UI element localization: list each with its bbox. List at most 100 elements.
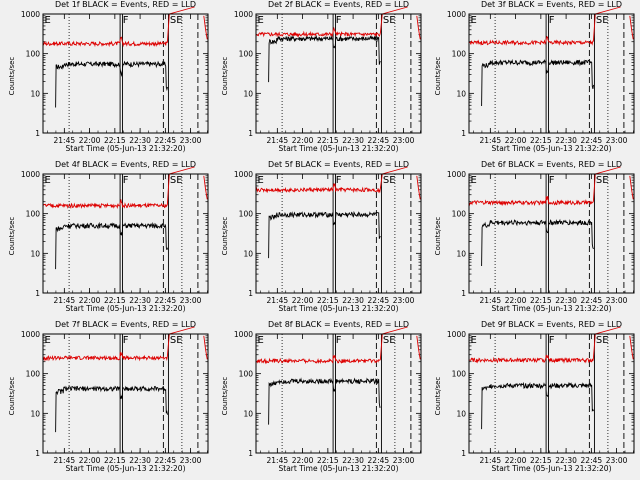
plot-frame bbox=[468, 333, 635, 454]
y-tick-label: 10 bbox=[30, 409, 40, 418]
time-marker-label: SE bbox=[383, 335, 396, 346]
y-tick-label: 10 bbox=[456, 89, 466, 98]
panel-title: Det 1f BLACK = Events, RED = LLD bbox=[54, 0, 197, 9]
x-axis-label: Start Time (05-Jun-13 21:32:20) bbox=[65, 304, 186, 313]
time-marker-label: F bbox=[123, 175, 129, 186]
time-marker-label: F bbox=[336, 175, 342, 186]
events-series-line bbox=[55, 385, 168, 433]
time-marker-label: E bbox=[45, 175, 51, 186]
x-tick-label: 21:45 bbox=[267, 456, 289, 465]
time-marker-label: E bbox=[45, 15, 51, 26]
x-axis-label: Start Time (05-Jun-13 21:32:20) bbox=[278, 464, 399, 473]
panel-title: Det 6f BLACK = Events, RED = LLD bbox=[480, 160, 623, 169]
time-marker-label: E bbox=[258, 15, 264, 26]
y-tick-label: 1000 bbox=[234, 10, 253, 19]
y-tick-label: 10 bbox=[30, 89, 40, 98]
x-axis-label: Start Time (05-Jun-13 21:32:20) bbox=[65, 144, 186, 153]
plot-area: 1 10 100 1000 21:45 22:00 22:15 22:30 22:45 23:00… bbox=[447, 6, 635, 145]
x-tick-label: 23:00 bbox=[606, 136, 628, 145]
lld-series-line bbox=[255, 166, 421, 200]
y-tick-label: 1 bbox=[35, 289, 40, 298]
x-tick-label: 22:30 bbox=[129, 136, 151, 145]
x-tick-label: 21:45 bbox=[54, 456, 76, 465]
y-tick-label: 1 bbox=[461, 129, 466, 138]
events-series-line bbox=[55, 221, 168, 270]
detector-panel: Det 3f BLACK = Events, RED = LLD Counts/s… bbox=[426, 0, 639, 160]
time-marker-label: SE bbox=[596, 335, 609, 346]
x-tick-label: 22:30 bbox=[342, 456, 364, 465]
plot-area: 1 10 100 1000 21:45 22:00 22:15 22:30 22:45 23:00… bbox=[447, 166, 635, 305]
x-tick-label: 22:00 bbox=[79, 456, 101, 465]
x-tick-label: 22:00 bbox=[505, 456, 527, 465]
x-tick-label: 21:45 bbox=[480, 296, 502, 305]
plot-frame bbox=[255, 173, 422, 294]
x-tick-label: 21:45 bbox=[480, 456, 502, 465]
x-axis-label: Start Time (05-Jun-13 21:32:20) bbox=[491, 464, 612, 473]
x-tick-label: 21:45 bbox=[54, 296, 76, 305]
x-axis-label: Start Time (05-Jun-13 21:32:20) bbox=[491, 144, 612, 153]
x-tick-label: 22:45 bbox=[368, 456, 390, 465]
lld-series-line bbox=[42, 326, 208, 362]
plot-frame bbox=[42, 173, 209, 294]
x-tick-label: 22:15 bbox=[317, 136, 339, 145]
x-tick-label: 22:45 bbox=[368, 296, 390, 305]
time-marker-label: F bbox=[549, 335, 555, 346]
plot-frame bbox=[468, 173, 635, 294]
x-tick-label: 22:15 bbox=[530, 136, 552, 145]
lld-series-line bbox=[469, 326, 634, 364]
x-tick-label: 23:00 bbox=[606, 456, 628, 465]
plot-area: 1 10 100 1000 21:45 22:00 22:15 22:30 22:45 23:00… bbox=[447, 326, 635, 465]
detector-panel: Det 8f BLACK = Events, RED = LLD Counts/s… bbox=[213, 320, 426, 480]
x-tick-label: 22:30 bbox=[129, 296, 151, 305]
y-tick-label: 100 bbox=[239, 210, 254, 219]
time-marker-label: SE bbox=[383, 175, 396, 186]
x-tick-label: 22:15 bbox=[104, 136, 126, 145]
y-tick-label: 100 bbox=[26, 370, 41, 379]
time-marker-label: SE bbox=[170, 335, 183, 346]
y-tick-label: 1 bbox=[461, 289, 466, 298]
x-tick-label: 22:15 bbox=[317, 456, 339, 465]
time-marker-label: SE bbox=[170, 175, 183, 186]
y-tick-label: 1000 bbox=[447, 170, 466, 179]
time-marker-label: SE bbox=[596, 15, 609, 26]
x-tick-label: 22:30 bbox=[342, 136, 364, 145]
y-tick-label: 1 bbox=[35, 129, 40, 138]
events-series-line bbox=[55, 60, 168, 108]
y-tick-label: 100 bbox=[239, 50, 254, 59]
x-tick-label: 22:00 bbox=[292, 136, 314, 145]
plot-frame bbox=[42, 13, 209, 134]
y-tick-label: 1000 bbox=[447, 330, 466, 339]
y-tick-label: 1000 bbox=[234, 330, 253, 339]
x-tick-label: 23:00 bbox=[393, 296, 415, 305]
lld-series-line bbox=[468, 166, 634, 207]
y-tick-label: 1 bbox=[461, 449, 466, 458]
y-tick-label: 1 bbox=[35, 449, 40, 458]
x-tick-label: 21:45 bbox=[480, 136, 502, 145]
time-marker-label: SE bbox=[596, 175, 609, 186]
events-series-line bbox=[268, 377, 381, 425]
detector-panel: Det 4f BLACK = Events, RED = LLD Counts/s… bbox=[0, 160, 213, 320]
plot-area: 1 10 100 1000 21:45 22:00 22:15 22:30 22:45 23:00… bbox=[234, 6, 422, 145]
y-tick-label: 10 bbox=[243, 89, 253, 98]
y-tick-label: 10 bbox=[30, 249, 40, 258]
x-tick-label: 23:00 bbox=[606, 296, 628, 305]
panel-title: Det 2f BLACK = Events, RED = LLD bbox=[267, 0, 410, 9]
y-tick-label: 1000 bbox=[447, 10, 466, 19]
x-tick-label: 23:00 bbox=[180, 456, 202, 465]
events-series-line bbox=[268, 210, 381, 259]
x-tick-label: 22:45 bbox=[581, 456, 603, 465]
x-tick-label: 22:00 bbox=[505, 136, 527, 145]
detector-panel: Det 9f BLACK = Events, RED = LLD Counts/s… bbox=[426, 320, 639, 480]
y-tick-label: 100 bbox=[239, 370, 254, 379]
x-tick-label: 22:30 bbox=[555, 296, 577, 305]
lld-series-line bbox=[42, 166, 208, 210]
x-tick-label: 22:15 bbox=[530, 456, 552, 465]
x-tick-label: 22:30 bbox=[555, 136, 577, 145]
time-marker-label: SE bbox=[383, 15, 396, 26]
y-tick-label: 1000 bbox=[234, 170, 253, 179]
lld-series-line bbox=[255, 6, 421, 40]
plot-frame bbox=[255, 333, 422, 454]
x-tick-label: 23:00 bbox=[180, 296, 202, 305]
x-tick-label: 22:45 bbox=[581, 136, 603, 145]
detector-panel: Det 5f BLACK = Events, RED = LLD Counts/s… bbox=[213, 160, 426, 320]
